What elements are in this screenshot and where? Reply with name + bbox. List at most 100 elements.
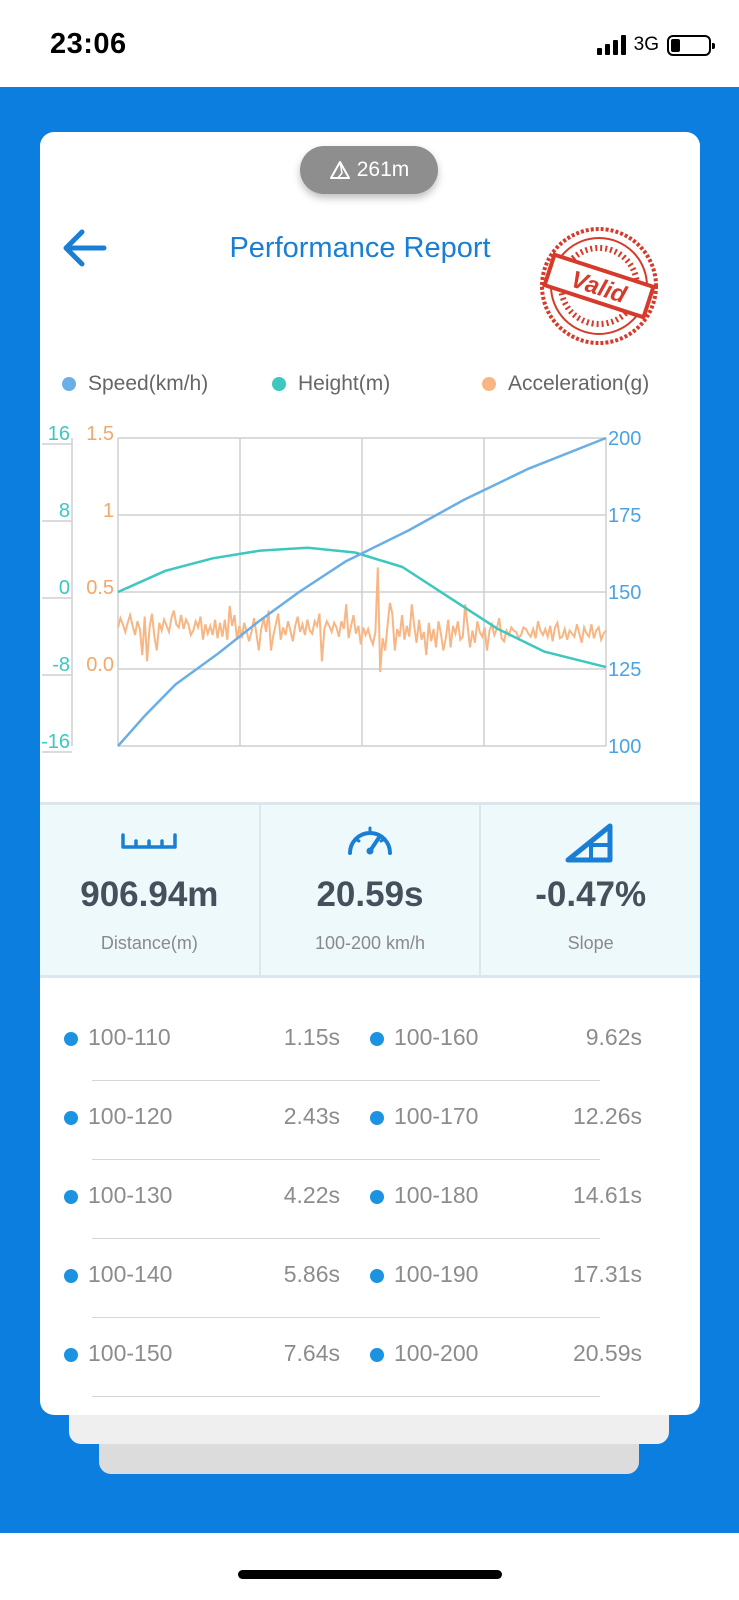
altitude-badge: 261m: [300, 146, 438, 194]
height-tick-label: -8: [52, 654, 70, 676]
split-row: 100-140 5.86s 100-190 17.31s: [40, 1239, 700, 1318]
legend-height-dot: [272, 377, 286, 391]
legend-height: Height(m): [272, 372, 390, 396]
home-indicator[interactable]: [238, 1570, 502, 1579]
split-time: 12.26s: [572, 1103, 642, 1129]
split-item: 100-110 1.15s: [64, 1024, 340, 1054]
split-time: 5.86s: [283, 1261, 340, 1287]
split-range: 100-110: [88, 1024, 171, 1050]
split-dot: [370, 1111, 384, 1125]
split-range: 100-190: [394, 1261, 479, 1287]
split-dot: [370, 1190, 384, 1204]
slope-icon: [565, 823, 613, 863]
split-time: 14.61s: [572, 1182, 642, 1208]
speed-tick-label: 175: [608, 505, 641, 527]
split-range: 100-140: [88, 1261, 173, 1287]
stat-slope: -0.47% Slope: [481, 805, 700, 975]
mountain-icon: [329, 161, 350, 179]
split-time: 20.59s: [572, 1340, 642, 1366]
status-indicators: 3G: [596, 34, 715, 56]
height-tick-label: 0: [59, 577, 70, 599]
legend-acceleration: Acceleration(g): [482, 372, 649, 396]
split-row: 100-110 1.15s 100-160 9.62s: [40, 1002, 700, 1081]
altitude-value: 261m: [356, 158, 410, 181]
row-divider: [92, 1238, 600, 1239]
acceleration-tick-label: 1: [103, 500, 114, 522]
legend-speed-label: Speed(km/h): [88, 372, 209, 395]
split-time: 9.62s: [585, 1024, 642, 1050]
chart-legend: Speed(km/h) Height(m) Acceleration(g): [62, 372, 692, 402]
acceleration-tick-label: 0.0: [86, 654, 114, 676]
split-range: 100-180: [394, 1182, 479, 1208]
acceleration-tick-label: 1.5: [86, 423, 114, 445]
split-row: 100-150 7.64s 100-200 20.59s: [40, 1318, 700, 1397]
split-time: 1.15s: [283, 1024, 340, 1050]
speedometer-icon: [348, 826, 392, 855]
height-tick-label: 16: [48, 423, 70, 445]
split-range: 100-120: [88, 1103, 173, 1129]
performance-chart: 16 8 0 -8 -16 1.5 1 0.5 0.0 200 175 150 125 100: [41, 423, 641, 758]
status-bar: 23:06 3G: [0, 0, 739, 87]
legend-speed: Speed(km/h): [62, 372, 208, 396]
battery-icon: [667, 34, 715, 56]
split-dot: [370, 1032, 384, 1046]
legend-acceleration-dot: [482, 377, 496, 391]
stat-time: 20.59s 100-200 km/h: [261, 805, 482, 975]
back-button[interactable]: [58, 224, 112, 272]
ruler-icon: [121, 833, 178, 849]
report-card: 261m Performance Report Valid Speed(km/h…: [40, 132, 700, 1415]
valid-stamp: Valid: [540, 227, 658, 345]
split-time: 17.31s: [572, 1261, 642, 1287]
split-range: 100-130: [88, 1182, 173, 1208]
split-item: 100-200 20.59s: [370, 1340, 642, 1370]
split-row: 100-130 4.22s 100-180 14.61s: [40, 1160, 700, 1239]
row-divider: [92, 1396, 600, 1397]
speed-tick-label: 100: [608, 736, 641, 758]
stat-distance: 906.94m Distance(m): [40, 805, 261, 975]
distance-label: Distance(m): [100, 933, 198, 953]
row-divider: [92, 1080, 600, 1081]
split-dot: [64, 1269, 78, 1283]
page-title: Performance Report: [229, 232, 491, 264]
signal-icon: [596, 35, 626, 55]
split-item: 100-190 17.31s: [370, 1261, 642, 1291]
split-item: 100-120 2.43s: [64, 1103, 340, 1133]
split-item: 100-170 12.26s: [370, 1103, 642, 1133]
time-value: 20.59s: [316, 875, 424, 914]
arrow-left-icon: [63, 229, 107, 267]
speed-tick-label: 125: [608, 659, 641, 681]
acceleration-tick-label: 0.5: [86, 577, 114, 599]
split-dot: [64, 1111, 78, 1125]
stats-panel: 906.94m Distance(m) 20.59s 100-200 km/h …: [40, 802, 700, 978]
split-range: 100-170: [394, 1103, 479, 1129]
split-item: 100-130 4.22s: [64, 1182, 340, 1212]
time-label: 100-200 km/h: [314, 933, 426, 953]
speed-series-line: [117, 436, 607, 747]
acceleration-series-line: [117, 567, 607, 673]
height-series-line: [117, 546, 607, 669]
status-time: 23:06: [50, 28, 127, 60]
network-type: 3G: [633, 34, 659, 55]
split-item: 100-150 7.64s: [64, 1340, 340, 1370]
split-time: 2.43s: [283, 1103, 340, 1129]
legend-speed-dot: [62, 377, 76, 391]
split-range: 100-160: [394, 1024, 479, 1050]
slope-label: Slope: [567, 933, 614, 953]
split-dot: [64, 1190, 78, 1204]
split-dot: [370, 1348, 384, 1362]
split-item: 100-140 5.86s: [64, 1261, 340, 1291]
row-divider: [92, 1159, 600, 1160]
split-dot: [370, 1269, 384, 1283]
split-dot: [64, 1032, 78, 1046]
split-times-list: 100-110 1.15s 100-160 9.62s 100-120 2.43…: [40, 1002, 700, 1397]
split-time: 7.64s: [283, 1340, 340, 1366]
slope-value: -0.47%: [535, 875, 647, 914]
height-tick-label: 8: [59, 500, 70, 522]
split-dot: [64, 1348, 78, 1362]
legend-height-label: Height(m): [298, 372, 391, 395]
speed-tick-label: 200: [608, 428, 641, 450]
distance-value: 906.94m: [80, 875, 219, 914]
speed-tick-label: 150: [608, 582, 641, 604]
split-time: 4.22s: [283, 1182, 340, 1208]
split-item: 100-160 9.62s: [370, 1024, 642, 1054]
